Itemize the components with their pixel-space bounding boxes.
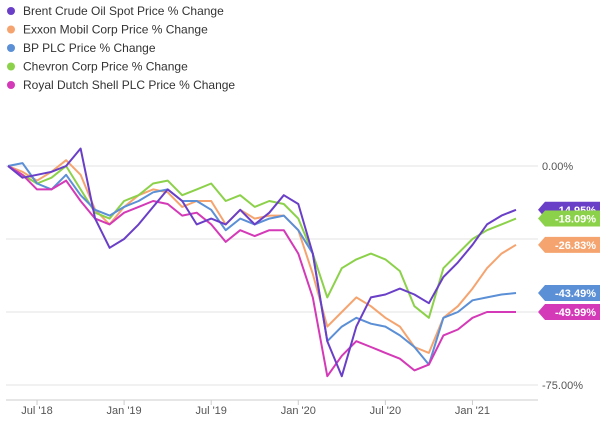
legend-swatch xyxy=(7,44,15,52)
end-label: -26.83% xyxy=(555,240,596,252)
y-axis: 0.00% -75.00% xyxy=(542,161,583,392)
legend-swatch xyxy=(7,81,15,89)
x-axis: Jul '18 Jan '19 Jul '19 Jan '20 Jul '20 Jan '… xyxy=(6,399,538,417)
end-label: -49.99% xyxy=(555,307,596,319)
x-tick-label: Jul '18 xyxy=(21,405,52,417)
x-tick-label: Jul '19 xyxy=(195,405,226,417)
legend: Brent Crude Oil Spot Price % Change Exxon… xyxy=(7,4,235,92)
gridlines xyxy=(6,165,538,386)
y-tick-label: -75.00% xyxy=(542,380,583,392)
x-tick-label: Jan '20 xyxy=(281,405,316,417)
end-labels: -14.95%-26.83%-43.49%-18.09%-49.99% xyxy=(538,201,600,320)
end-label-tag xyxy=(538,304,600,320)
series-line xyxy=(7,165,516,378)
legend-label: Chevron Corp Price % Change xyxy=(23,60,188,74)
legend-label: Exxon Mobil Corp Price % Change xyxy=(23,23,208,37)
end-label: -43.49% xyxy=(555,288,596,300)
legend-swatch xyxy=(7,25,15,34)
legend-swatch xyxy=(7,7,15,15)
legend-label: Royal Dutch Shell PLC Price % Change xyxy=(23,78,235,92)
plot-area xyxy=(7,147,517,378)
x-tick-label: Jan '19 xyxy=(107,405,142,417)
series-line xyxy=(7,165,517,319)
x-tick-label: Jul '20 xyxy=(370,405,401,417)
y-tick-label: 0.00% xyxy=(542,161,573,173)
end-label-tag xyxy=(538,285,600,302)
end-label-tag xyxy=(538,210,600,227)
legend-label: Brent Crude Oil Spot Price % Change xyxy=(23,4,224,18)
end-label-tag xyxy=(538,236,600,253)
legend-swatch xyxy=(7,62,15,71)
series-line xyxy=(7,147,517,378)
end-label: -18.09% xyxy=(555,214,596,226)
legend-label: BP PLC Price % Change xyxy=(23,41,156,55)
series-line xyxy=(7,159,517,354)
x-tick-label: Jan '21 xyxy=(455,405,490,417)
